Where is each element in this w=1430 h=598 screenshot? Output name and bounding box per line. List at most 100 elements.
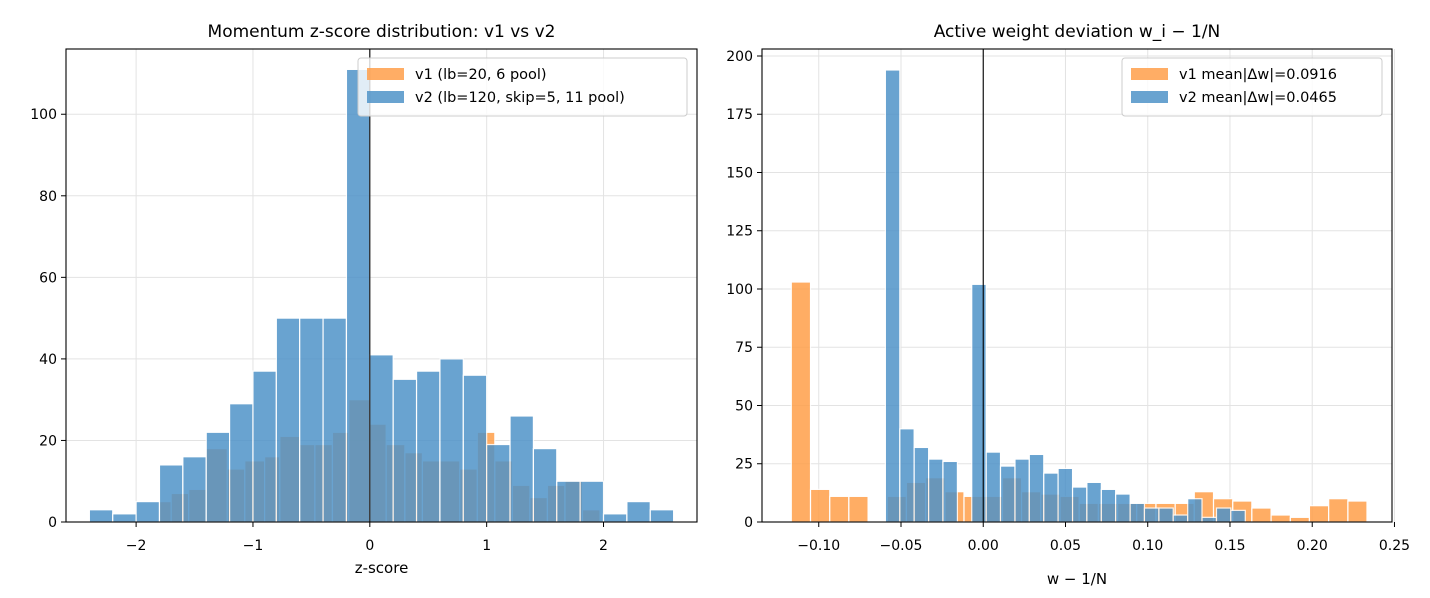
- y-tick-label: 125: [726, 224, 753, 240]
- histogram-bar: [532, 448, 558, 523]
- histogram-bar: [299, 317, 324, 523]
- x-tick-label: 0.25: [1379, 538, 1410, 554]
- histogram-bar: [205, 431, 231, 523]
- histogram-bar: [345, 68, 371, 523]
- y-tick-label: 50: [735, 398, 753, 414]
- histogram-bar: [1289, 516, 1311, 523]
- histogram-bar: [182, 456, 207, 523]
- chart-title: Active weight deviation w_i − 1/N: [934, 22, 1221, 42]
- x-tick-label: −2: [126, 538, 147, 554]
- x-tick-label: −0.05: [880, 538, 923, 554]
- histogram-bar: [486, 443, 511, 523]
- x-tick-label: 1: [482, 538, 491, 554]
- histogram-bar: [1347, 500, 1368, 523]
- y-tick-label: 80: [39, 189, 57, 205]
- histogram-bar: [999, 465, 1016, 523]
- histogram-bar: [602, 513, 628, 523]
- histogram-bar: [158, 464, 184, 523]
- histogram-bar: [809, 488, 831, 523]
- histogram-bar: [1201, 516, 1218, 523]
- y-tick-label: 60: [39, 270, 57, 286]
- legend-box: [1121, 57, 1383, 117]
- histogram-bar: [1158, 507, 1174, 523]
- legend: v1 mean|Δw|=0.0916 v2 mean|Δw|=0.0465: [1121, 57, 1383, 117]
- histogram-bar: [790, 281, 812, 523]
- x-tick-label: 0.05: [1050, 538, 1081, 554]
- histogram-bar: [1086, 481, 1102, 523]
- weight-deviation-histogram-panel: Active weight deviation w_i − 1/N w − 1/…: [726, 22, 1410, 588]
- zscore-histogram-panel: Momentum z-score distribution: v1 vs v2 …: [30, 22, 698, 577]
- histogram-bar: [1043, 472, 1059, 523]
- histogram-bar: [1028, 453, 1045, 523]
- histogram-bar: [985, 451, 1002, 523]
- legend-label: v2 (lb=120, skip=5, 11 pool): [415, 90, 625, 106]
- histogram-bar: [275, 317, 301, 523]
- histogram-bar: [928, 458, 944, 523]
- x-tick-label: 0.15: [1214, 538, 1245, 554]
- histogram-bar: [829, 495, 850, 523]
- legend-label: v1 mean|Δw|=0.0916: [1179, 67, 1337, 83]
- x-axis-label: w − 1/N: [1047, 570, 1107, 588]
- x-tick-label: 2: [599, 538, 608, 554]
- histogram-bar: [1230, 509, 1246, 523]
- y-tick-label: 100: [30, 107, 57, 123]
- y-tick-label: 25: [735, 457, 753, 473]
- histogram-bar: [579, 480, 605, 523]
- y-tick-label: 100: [726, 282, 753, 298]
- histogram-bar: [1100, 488, 1117, 523]
- y-tick-label: 20: [39, 433, 57, 449]
- histogram-bar: [509, 415, 535, 523]
- histogram-bar: [462, 374, 488, 523]
- x-tick-label: 0.20: [1297, 538, 1328, 554]
- histogram-bar: [1187, 498, 1203, 523]
- plot-frame: [761, 48, 1393, 523]
- x-tick-label: −0.10: [797, 538, 840, 554]
- histogram-bar: [626, 501, 651, 523]
- grid: [762, 49, 1395, 523]
- histogram-bar: [848, 495, 869, 523]
- x-tick-label: −1: [243, 538, 264, 554]
- y-tick-label: 175: [726, 107, 753, 123]
- histogram-bar: [1143, 507, 1160, 523]
- legend-swatch: [1131, 91, 1168, 103]
- histogram-bar: [971, 283, 987, 523]
- histogram-bar: [1308, 505, 1330, 523]
- histogram-bar: [135, 501, 161, 523]
- legend-swatch: [1131, 68, 1168, 80]
- histogram-bar: [322, 317, 348, 523]
- histogram-bar: [439, 358, 464, 523]
- histogram-bar: [369, 354, 394, 523]
- histogram-bar: [112, 513, 137, 523]
- histogram-bar: [1270, 514, 1291, 523]
- series-1-bars: [790, 281, 1368, 523]
- histogram-bar: [1215, 507, 1232, 523]
- series-2-bars: [88, 68, 675, 523]
- histogram-bar: [1328, 498, 1349, 523]
- histogram-bar: [415, 370, 441, 523]
- y-tick-label: 40: [39, 352, 57, 368]
- legend-label: v2 mean|Δw|=0.0465: [1179, 90, 1337, 106]
- y-tick-label: 150: [726, 165, 753, 181]
- histogram-bar: [884, 69, 901, 523]
- histogram-bar: [1115, 493, 1131, 523]
- histogram-bar: [1251, 507, 1272, 523]
- histogram-bar: [252, 370, 277, 523]
- x-tick-label: 0.00: [968, 538, 999, 554]
- y-tick-label: 200: [726, 49, 753, 65]
- histogram-bar: [899, 428, 915, 523]
- histogram-bar: [1057, 467, 1074, 523]
- histogram-bar: [649, 509, 675, 523]
- legend-box: [357, 57, 688, 117]
- legend-swatch: [367, 91, 404, 103]
- y-tick-label: 0: [48, 515, 57, 531]
- y-tick-label: 0: [744, 515, 753, 531]
- legend-label: v1 (lb=20, 6 pool): [415, 67, 547, 83]
- chart-title: Momentum z-score distribution: v1 vs v2: [208, 22, 556, 42]
- histogram-bar: [1014, 458, 1030, 523]
- plot-frame: [65, 48, 698, 523]
- x-axis-label: z-score: [355, 559, 409, 577]
- y-tick-label: 75: [735, 340, 753, 356]
- histogram-bar: [556, 480, 581, 523]
- histogram-bar: [1071, 486, 1088, 523]
